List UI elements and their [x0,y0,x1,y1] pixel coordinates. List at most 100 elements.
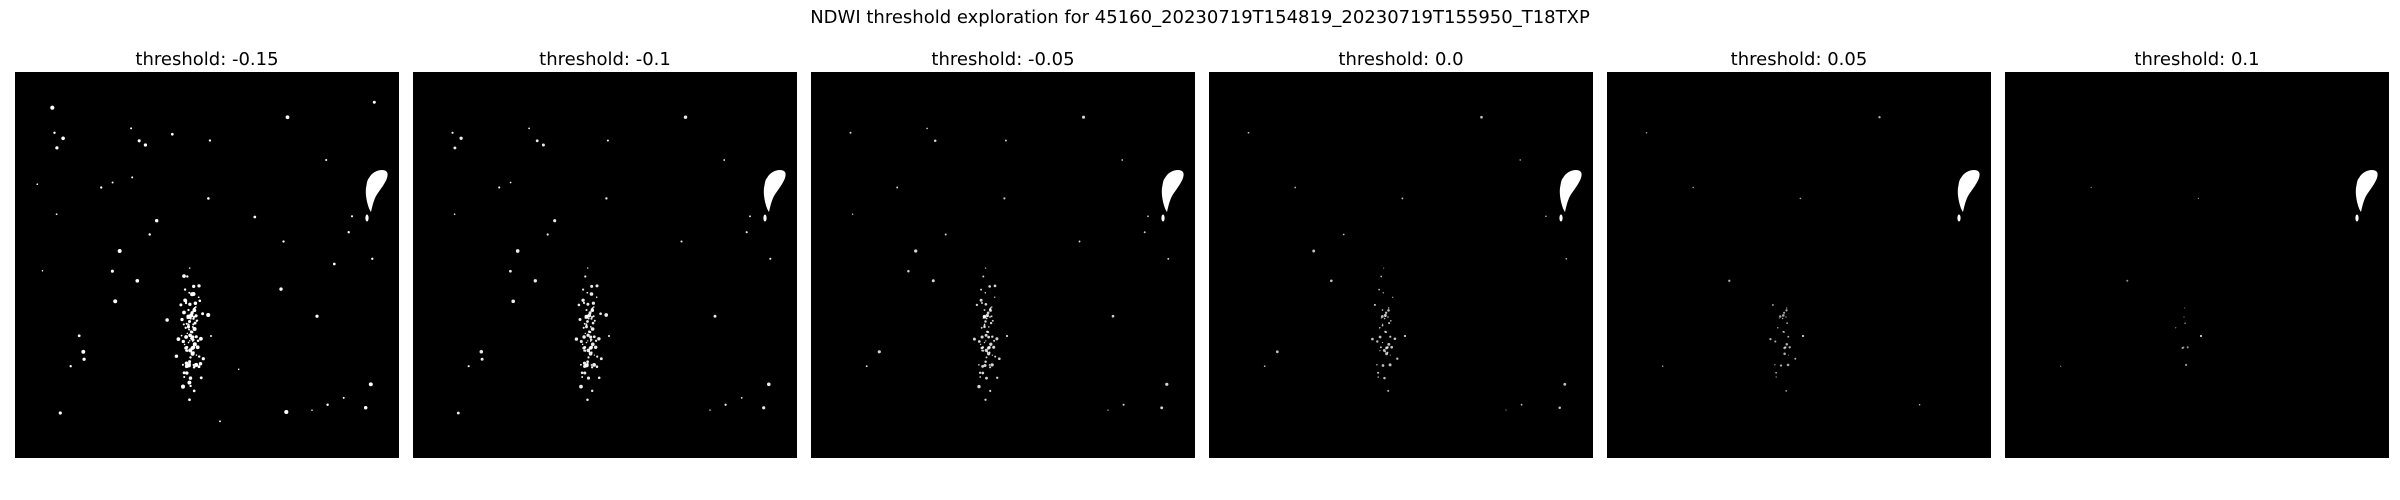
water-pixel-mark [595,296,598,298]
water-pixel-mark [69,365,72,368]
water-body-mark [1161,214,1165,222]
water-pixel-mark [590,309,593,312]
water-pixel-mark [1384,311,1388,314]
water-pixel-mark [82,357,86,361]
water-pixel-mark [197,284,201,288]
water-pixel-mark [994,355,997,358]
water-pixel-mark [989,316,991,318]
water-pixel-mark [190,351,195,356]
water-pixel-mark [590,342,595,347]
water-pixel-mark [993,284,997,288]
water-pixel-mark [1781,317,1784,320]
water-pixel-mark [198,299,202,303]
water-pixel-mark [769,257,772,260]
water-pixel-mark [1794,357,1797,360]
water-pixel-mark [1165,382,1169,386]
water-pixel-mark [347,231,350,234]
panel-title-2: threshold: -0.1 [539,49,671,70]
water-pixel-mark [50,105,55,110]
water-pixel-mark [582,326,585,329]
water-pixel-mark [981,302,983,304]
water-pixel-mark [1390,345,1394,349]
water-pixel-mark [183,288,187,291]
water-pixel-mark [511,299,515,304]
water-pixel-mark [1785,309,1788,312]
water-pixel-mark [983,341,986,344]
water-pixel-mark [185,371,189,375]
water-pixel-mark [582,301,586,305]
water-pixel-mark [1381,309,1384,311]
water-pixel-mark [371,257,374,260]
water-pixel-mark [1143,231,1146,234]
water-pixel-mark [586,398,589,402]
water-pixel-mark [583,349,585,352]
water-pixel-mark [1784,346,1787,349]
water-pixel-mark [995,337,999,341]
water-pixel-mark [1388,322,1391,325]
water-pixel-mark [1107,409,1109,411]
water-pixel-mark [981,346,985,349]
water-pixel-mark [1378,326,1381,329]
water-pixel-mark [1381,323,1384,325]
water-pixel-mark [2184,322,2186,324]
water-pixel-mark [479,350,484,354]
water-pixel-mark [1378,288,1380,291]
water-pixel-mark [589,335,593,339]
water-pixel-mark [279,287,283,291]
water-pixel-mark [196,339,200,343]
water-pixel-mark [192,363,195,367]
water-pixel-mark [1389,319,1392,322]
water-pixel-mark [1122,403,1125,406]
water-pixel-mark [986,352,991,356]
water-pixel-mark [188,360,192,364]
water-pixel-mark [1263,365,1266,368]
water-pixel-mark [81,349,86,354]
panel-title-1: threshold: -0.15 [135,49,279,70]
water-pixel-mark [282,240,285,243]
water-pixel-mark [586,302,590,306]
water-pixel-mark [585,363,589,368]
water-pixel-mark [984,333,988,337]
water-pixel-mark [581,376,584,378]
panel-image-4 [1209,72,1593,458]
panel-title-6: threshold: 0.1 [2134,49,2260,70]
water-pixel-mark [194,335,198,339]
water-pixel-mark [988,326,990,328]
water-pixel-mark [325,158,328,162]
water-pixel-mark [985,317,988,320]
water-pixel-mark [985,267,987,269]
water-pixel-mark [1520,403,1523,406]
water-pixel-mark [587,340,589,342]
water-pixel-mark [2199,334,2203,338]
water-pixel-mark [709,409,711,411]
water-pixel-mark [680,240,683,243]
water-pixel-mark [1386,346,1389,349]
water-pixel-mark [933,139,937,143]
water-pixel-mark [187,363,191,368]
water-pixel-mark [993,296,996,298]
water-pixel-mark [1294,186,1297,189]
water-pixel-mark [363,406,368,410]
water-pixel-mark [591,316,593,318]
panel-image-6 [2005,72,2389,458]
water-pixel-mark [1769,337,1772,341]
water-pixel-mark [368,382,373,387]
water-pixel-mark [597,376,601,380]
water-pixel-mark [849,131,852,134]
water-pixel-mark [179,303,183,307]
water-pixel-mark [58,411,62,415]
water-pixel-mark [1247,131,1250,134]
water-pixel-mark [979,376,982,378]
water-pixel-mark [184,361,189,366]
water-pixel-mark [184,301,188,305]
water-pixel-mark [110,269,114,273]
water-pixel-mark [983,309,986,311]
water-pixel-mark [877,350,881,354]
water-pixel-mark [187,308,190,312]
water-pixel-mark [284,409,289,415]
water-pixel-mark [2090,186,2092,189]
water-pixel-mark [604,313,609,317]
water-pixel-mark [193,301,198,305]
water-pixel-mark [1787,354,1789,356]
water-pixel-mark [1519,159,1521,161]
